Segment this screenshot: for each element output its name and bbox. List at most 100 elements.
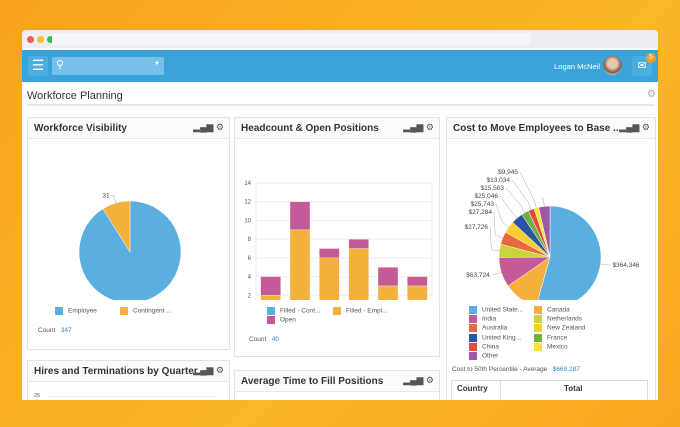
legend-item[interactable]: Netherlands <box>534 315 583 324</box>
y-tick-label: 10 <box>244 218 251 224</box>
divider <box>500 381 501 400</box>
legend-item[interactable]: Contingent ... <box>120 307 172 315</box>
summary-value[interactable]: $669,287 <box>552 366 580 373</box>
legend-item[interactable]: United State... <box>469 306 523 314</box>
legend-swatch <box>333 307 341 315</box>
legend-swatch <box>267 316 275 324</box>
card-title: Workforce Visibility <box>28 118 229 139</box>
bar-segment <box>289 229 311 300</box>
data-label: $27,726 <box>465 224 489 231</box>
gear-icon[interactable]: ⚙ <box>647 89 656 100</box>
legend-item[interactable]: Filled - Empl... <box>333 307 388 315</box>
card-title: Hires and Terminations by Quarter <box>28 361 229 382</box>
count-value[interactable]: 40 <box>271 336 280 343</box>
chart-icon[interactable]: ▂▄▆ <box>193 365 214 375</box>
bar-segment <box>319 257 340 300</box>
data-label: $9,945 <box>498 169 518 176</box>
title-bar <box>22 30 658 48</box>
y-tick-label: 25 <box>34 393 41 399</box>
menu-button[interactable]: ☰ <box>28 56 48 76</box>
y-tick-label: 6 <box>248 256 252 262</box>
gridline <box>48 396 218 397</box>
leader-line <box>518 298 521 300</box>
legend-swatch <box>469 333 477 342</box>
legend-swatch <box>469 324 477 333</box>
data-label: $13,034 <box>487 177 511 184</box>
data-label: $364,346 <box>612 262 639 269</box>
legend-item[interactable]: Other <box>469 352 498 360</box>
leader-line <box>511 179 532 210</box>
leader-line <box>489 226 500 252</box>
gear-icon[interactable]: ⚙ <box>641 122 650 132</box>
gear-icon[interactable]: ⚙ <box>425 375 434 385</box>
close-dot[interactable] <box>27 36 34 43</box>
notification-badge: 5 <box>646 53 656 63</box>
card-actions: ▂▄▆ ⚙ <box>193 122 224 133</box>
leader-line <box>491 272 502 276</box>
data-label: $25,743 <box>471 201 495 208</box>
y-tick-label: 4 <box>248 275 252 281</box>
pie-slice <box>78 200 182 300</box>
card-title: Average Time to Fill Positions <box>235 371 439 392</box>
column-header-total[interactable]: Total <box>564 384 583 393</box>
maximize-dot[interactable] <box>47 36 54 43</box>
pie-slice <box>102 200 131 253</box>
leader-line <box>111 195 117 204</box>
legend-label: Netherlands <box>547 315 583 323</box>
chart-icon[interactable]: ▂▄▆ <box>403 375 424 385</box>
legend-label: India <box>482 315 497 323</box>
app-header: ☰ ⚲ ▼ Logan McNeil ✉ 5 <box>22 50 658 82</box>
legend-label: Australia <box>482 325 508 333</box>
legend-item[interactable]: India <box>469 315 497 324</box>
card-actions: ▂▄▆ ⚙ <box>193 365 224 376</box>
legend-swatch <box>469 306 477 314</box>
bar-segment <box>319 248 340 259</box>
bar-segment <box>289 201 311 230</box>
legend-item[interactable]: France <box>534 333 567 342</box>
legend-item[interactable]: China <box>469 342 499 351</box>
avatar[interactable] <box>603 56 622 75</box>
y-tick-label: 14 <box>244 181 251 187</box>
user-name[interactable]: Logan McNeil <box>554 62 600 71</box>
chart-icon[interactable]: ▂▄▆ <box>403 122 424 132</box>
workforce-pie-chart: 31631 <box>78 192 182 300</box>
legend-item[interactable]: Open <box>267 316 296 324</box>
data-label: $27,284 <box>469 209 493 216</box>
search-input[interactable]: ⚲ ▼ <box>52 57 164 75</box>
bar-segment <box>377 267 399 287</box>
gear-icon[interactable]: ⚙ <box>425 122 434 132</box>
legend-item[interactable]: Australia <box>469 324 508 333</box>
card-actions: ▂▄▆ ⚙ <box>403 122 434 133</box>
legend-item[interactable]: Canada <box>534 306 570 314</box>
minimize-dot[interactable] <box>37 36 44 43</box>
legend-label: Filled - Empl... <box>346 307 388 315</box>
legend-label: Other <box>482 352 499 360</box>
plot-area <box>255 182 433 300</box>
bar-segment <box>407 285 428 300</box>
y-tick-label: 12 <box>244 200 251 206</box>
legend-item[interactable]: Employee <box>55 307 97 315</box>
count-value[interactable]: 347 <box>60 327 72 334</box>
gear-icon[interactable]: ⚙ <box>215 122 224 132</box>
legend-label: Open <box>280 316 296 324</box>
gear-icon[interactable]: ⚙ <box>215 365 224 375</box>
data-label: 31 <box>102 192 110 199</box>
chart-icon[interactable]: ▂▄▆ <box>619 122 640 132</box>
leader-line <box>493 211 503 239</box>
address-bar[interactable] <box>52 33 530 45</box>
chart-icon[interactable]: ▂▄▆ <box>193 122 214 132</box>
column-header-country[interactable]: Country <box>457 384 488 393</box>
legend-item[interactable]: United King... <box>469 333 522 342</box>
legend-item[interactable]: Mexico <box>534 342 568 351</box>
legend-label: Filled - Cont... <box>280 307 321 315</box>
headcount-card: Headcount & Open Positions ▂▄▆ ⚙ 0246810… <box>234 117 440 357</box>
legend-item[interactable]: Filled - Cont... <box>267 307 320 315</box>
chevron-down-icon[interactable]: ▼ <box>154 61 160 67</box>
legend-swatch <box>120 307 128 315</box>
browser-window: ☰ ⚲ ▼ Logan McNeil ✉ 5 Workforce Plannin… <box>22 30 658 400</box>
cost-move-card: Cost to Move Employees to Base ... ▂▄▆ ⚙… <box>446 117 656 400</box>
page-title: Workforce Planning <box>27 90 123 102</box>
legend-label: United King... <box>482 334 522 342</box>
legend-item[interactable]: New Zealand <box>534 324 585 333</box>
leader-line <box>519 171 537 208</box>
